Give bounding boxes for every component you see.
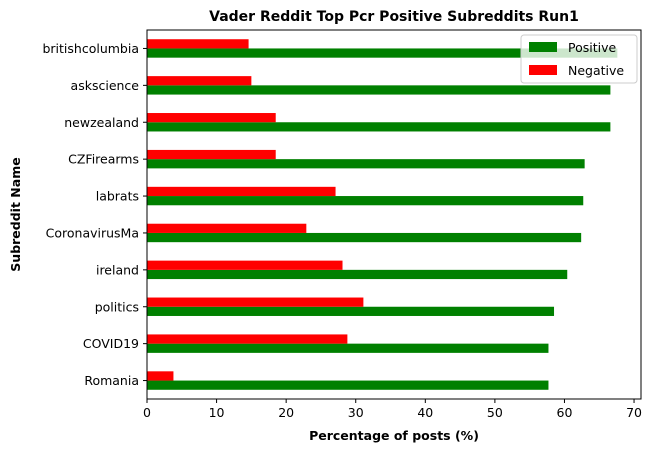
legend: Positive Negative [520,34,638,84]
y-tick-label: newzealand [64,115,139,130]
bar-negative-politics [147,297,364,307]
bar-negative-labrats [147,186,336,197]
y-tick-label: labrats [96,189,139,204]
bar-negative-newzealand [147,113,276,123]
bar-positive-labrats [147,196,584,206]
y-tick-label: CoronavirusMa [46,225,139,240]
bar-positive-czfirearms [147,159,585,169]
plot-frame [146,29,642,400]
x-tick-label: 70 [626,405,642,420]
bar-negative-britishcolumbia [147,39,249,49]
bar-positive-politics [147,306,555,316]
bar-negative-coronavirusma [147,223,307,233]
bar-negative-covid19 [147,334,348,344]
y-tick-label: ireland [96,262,139,277]
bar-negative-ireland [147,260,343,270]
x-tick-label: 10 [209,405,225,420]
chart-title: Vader Reddit Top Pcr Positive Subreddits… [209,9,579,25]
y-tick-label: COVID19 [83,336,139,351]
legend-label-negative: Negative [568,63,624,78]
x-axis-title: Percentage of posts (%) [309,428,479,443]
bar-negative-askscience [147,76,252,86]
y-tick-label: britishcolumbia [42,41,139,56]
bar-positive-newzealand [147,122,611,132]
x-tick-label: 60 [557,405,573,420]
bar-negative-czfirearms [147,149,276,160]
legend-swatch-negative [529,65,557,75]
x-tick-label: 40 [417,405,433,420]
bar-negative-romania [147,371,174,381]
x-tick-label: 20 [278,405,294,420]
bar-positive-covid19 [147,343,549,353]
y-tick-label: Romania [84,373,139,388]
y-axis-title: Subreddit Name [8,157,23,271]
y-tick-label: CZFirearms [68,152,139,167]
y-tick-label: politics [95,299,139,314]
bar-positive-ireland [147,269,568,280]
x-axis: 0 10 20 30 40 50 60 70 [143,399,642,420]
bar-positive-romania [147,380,549,390]
x-tick-label: 30 [348,405,364,420]
y-tick-label: askscience [71,78,140,93]
legend-swatch-positive [529,42,557,52]
legend-label-positive: Positive [568,40,616,55]
x-tick-label: 50 [487,405,503,420]
bar-positive-askscience [147,85,611,95]
bar-positive-coronavirusma [147,232,582,243]
x-tick-label: 0 [143,405,151,420]
y-axis: Romania COVID19 politics ireland Coronavirus… [42,41,147,388]
bar-positive-britishcolumbia [147,48,618,58]
bars-group [147,39,618,390]
